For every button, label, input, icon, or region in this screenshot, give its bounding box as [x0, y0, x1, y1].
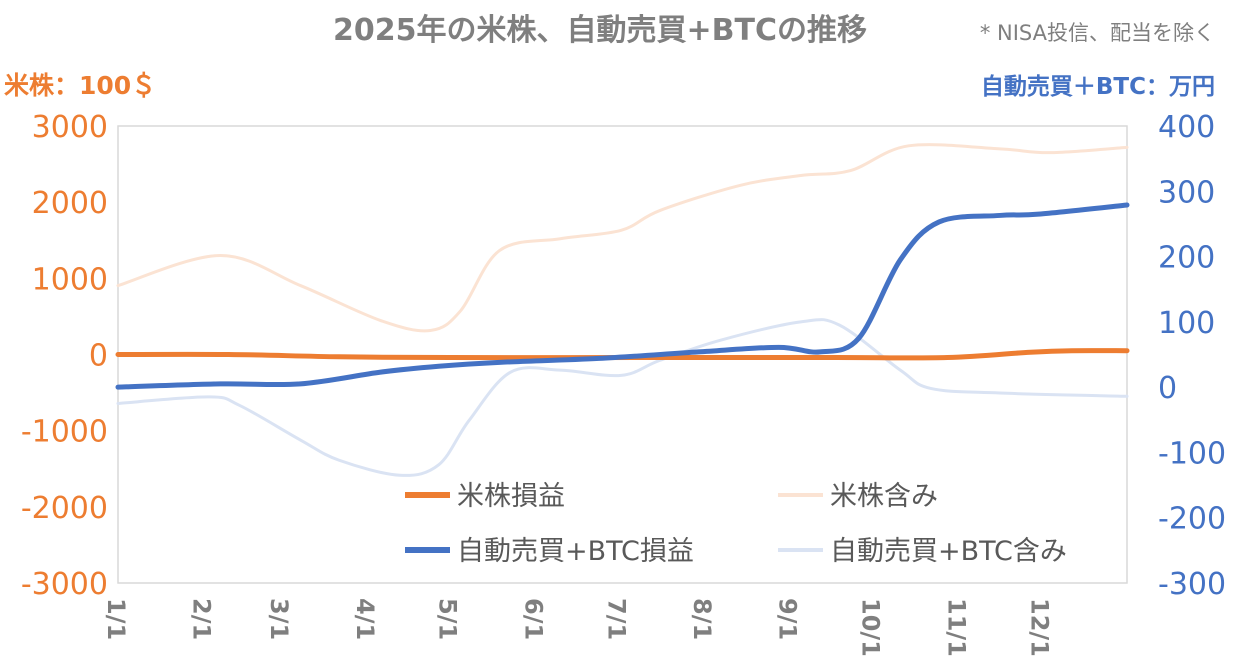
- series-line-0: [115, 348, 1130, 361]
- x-tick-label: 7/1: [602, 598, 630, 640]
- right-tick-label: 0: [1158, 371, 1177, 406]
- x-tick-label: 5/1: [434, 598, 462, 640]
- chart-subtitle: * NISA投信、配当を除く: [980, 21, 1215, 45]
- right-tick-label: 200: [1158, 241, 1215, 276]
- left-axis-label: 米株：100＄: [4, 71, 156, 100]
- left-tick-label: -3000: [21, 567, 108, 602]
- right-axis-label: 自動売買＋BTC：万円: [981, 73, 1215, 100]
- right-tick-label: -100: [1158, 436, 1226, 471]
- left-tick-label: -1000: [21, 415, 108, 450]
- left-tick-label: 1000: [32, 262, 108, 297]
- left-tick-label: 3000: [32, 110, 108, 145]
- x-tick-label: 8/1: [688, 598, 716, 640]
- series-line-2: [115, 202, 1130, 390]
- legend-label: 自動売買+BTC含み: [830, 536, 1067, 567]
- legend-label: 自動売買+BTC損益: [457, 536, 694, 567]
- chart-title: 2025年の米株、自動売買+BTCの推移: [333, 13, 867, 48]
- x-tick-label: 2/1: [188, 598, 216, 640]
- x-tick-label: 11/1: [942, 598, 970, 657]
- x-tick-label: 9/1: [774, 598, 802, 640]
- x-tick-label: 12/1: [1025, 598, 1053, 657]
- right-tick-label: -300: [1158, 567, 1226, 602]
- series-line-3: [116, 318, 1129, 477]
- right-tick-label: 100: [1158, 306, 1215, 341]
- right-tick-label: 400: [1158, 110, 1215, 145]
- right-tick-label: 300: [1158, 175, 1215, 210]
- left-tick-label: -2000: [21, 491, 108, 526]
- series-line-1: [116, 143, 1129, 333]
- x-tick-label: 3/1: [265, 598, 293, 640]
- right-tick-label: -200: [1158, 502, 1226, 537]
- left-tick-label: 2000: [32, 186, 108, 221]
- left-tick-label: 0: [89, 339, 108, 374]
- legend-label: 米株含み: [830, 481, 938, 512]
- legend-label: 米株損益: [457, 481, 565, 512]
- x-tick-label: 6/1: [519, 598, 547, 640]
- x-tick-label: 4/1: [351, 598, 379, 640]
- x-tick-label: 10/1: [857, 598, 885, 657]
- x-tick-label: 1/1: [102, 598, 130, 640]
